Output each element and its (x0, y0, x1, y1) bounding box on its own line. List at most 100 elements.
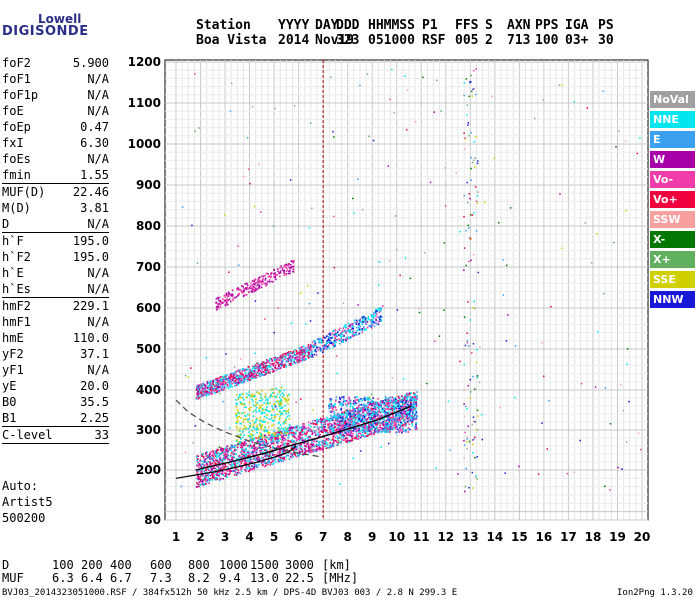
echo-dot (203, 476, 206, 479)
echo-dot (225, 446, 228, 448)
echo-dot (379, 411, 382, 414)
param-value: 229.1 (72, 299, 109, 313)
echo-dot (350, 434, 353, 437)
echo-dot (381, 427, 383, 429)
echo-dot (254, 288, 257, 291)
echo-dot (215, 465, 218, 468)
echo-dot (281, 413, 284, 415)
echo-dot (334, 329, 337, 331)
echo-dot (330, 411, 332, 413)
echo-dot (287, 454, 290, 457)
echo-dot (201, 455, 204, 458)
echo-dot (370, 402, 373, 405)
echo-dot (262, 442, 264, 445)
echo-dot (263, 429, 265, 431)
echo-dot (282, 359, 285, 361)
echo-dot (354, 437, 357, 439)
echo-dot (213, 474, 216, 477)
echo-dot (337, 442, 340, 445)
echo-dot (370, 430, 372, 433)
echo-dot (239, 369, 241, 371)
echo-dot (339, 414, 342, 417)
echo-dot (242, 295, 245, 298)
echo-dot (256, 362, 258, 365)
echo-dot (229, 472, 231, 475)
echo-dot (258, 277, 260, 279)
echo-dot (358, 428, 360, 430)
echo-dot (414, 412, 417, 415)
echo-dot (225, 303, 227, 305)
echo-dot (343, 427, 346, 430)
echo-dot (312, 345, 315, 347)
echo-dot (373, 311, 375, 314)
param-row: D N/A (2, 216, 109, 232)
echo-dot (269, 451, 272, 454)
echo-dot (276, 408, 278, 411)
echo-dot (282, 410, 285, 412)
echo-dot (231, 289, 234, 292)
echo-dot (294, 358, 296, 360)
echo-dot (239, 430, 241, 432)
echo-dot (268, 455, 270, 458)
echo-dot (264, 279, 267, 281)
echo-dot (360, 435, 363, 438)
echo-dot (311, 350, 313, 352)
echo-dot (201, 480, 204, 483)
echo-dot (202, 482, 204, 485)
echo-dot (235, 453, 238, 456)
echo-dot (234, 385, 236, 387)
echo-dot (302, 426, 304, 429)
echo-dot (198, 463, 201, 465)
echo-dot (278, 421, 281, 424)
echo-dot (291, 434, 294, 436)
echo-dot (285, 419, 287, 422)
echo-dot (253, 466, 256, 468)
echo-dot (272, 434, 275, 436)
echo-dot (245, 375, 247, 377)
echo-dot (208, 461, 211, 463)
echo-dot (271, 442, 274, 444)
echo-dot (243, 448, 245, 451)
echo-dot (290, 267, 292, 269)
echo-dot (251, 441, 254, 443)
echo-dot (397, 400, 399, 403)
echo-dot (227, 454, 229, 457)
echo-dot (401, 410, 403, 412)
echo-dot (342, 417, 345, 420)
echo-dot (402, 424, 404, 427)
echo-dot (205, 453, 208, 456)
echo-dot (295, 437, 298, 440)
echo-dot (326, 438, 329, 441)
echo-dot (335, 332, 337, 334)
echo-dot (271, 439, 273, 442)
echo-dot (250, 452, 253, 455)
echo-dot (295, 349, 298, 352)
echo-dot (293, 452, 295, 455)
echo-dot (366, 412, 369, 415)
echo-dot (246, 377, 249, 379)
echo-dot (242, 393, 245, 395)
echo-dot (304, 352, 307, 354)
echo-dot (411, 420, 414, 423)
echo-dot (288, 393, 290, 396)
echo-dot (321, 339, 324, 342)
echo-dot (267, 399, 269, 402)
echo-dot (298, 452, 301, 455)
echo-dot (233, 462, 235, 465)
echo-dot (322, 442, 324, 445)
echo-dot (336, 441, 338, 443)
echo-dot (376, 415, 379, 417)
echo-dot (241, 448, 243, 451)
echo-dot (292, 456, 294, 458)
echo-dot (351, 436, 353, 438)
echo-dot (368, 416, 371, 418)
echo-dot (324, 337, 327, 339)
echo-dot (373, 429, 376, 432)
echo-dot (323, 336, 326, 339)
echo-dot (225, 294, 228, 296)
echo-dot (244, 450, 247, 452)
echo-dot (243, 463, 246, 465)
echo-dot (208, 388, 210, 390)
echo-dot (211, 386, 213, 389)
echo-dot (325, 348, 328, 351)
